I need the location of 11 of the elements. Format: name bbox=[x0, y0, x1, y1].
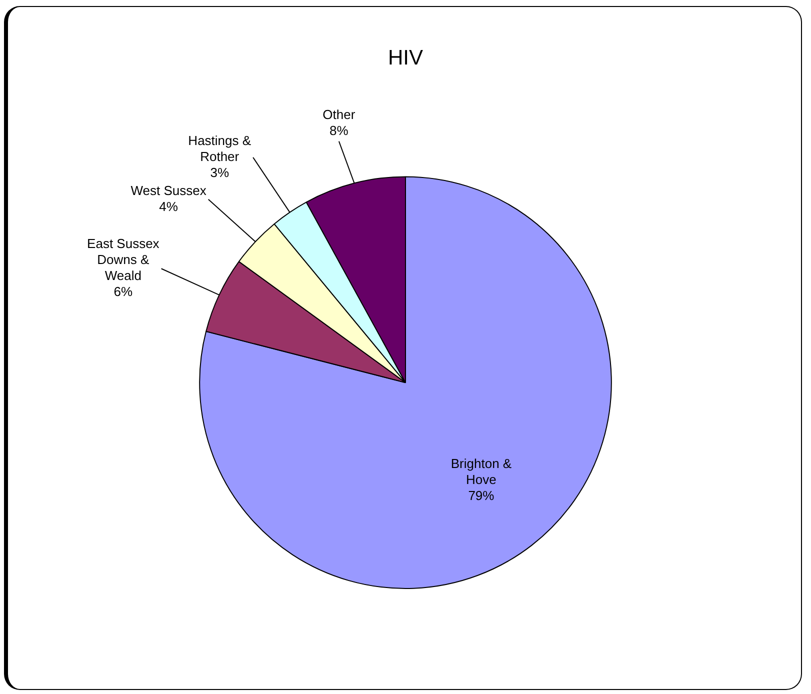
slice-label: Other bbox=[322, 106, 356, 122]
data-label: 4% bbox=[159, 198, 178, 214]
slice-label: Brighton & Hove bbox=[450, 456, 512, 487]
slice-label: Hastings & Rother bbox=[188, 132, 252, 164]
chart-title: HIV bbox=[388, 46, 424, 70]
data-label: 6% bbox=[114, 284, 134, 300]
slice-label: West Sussex bbox=[130, 182, 207, 198]
slice-label: East Sussex Downs & Weald bbox=[87, 236, 160, 284]
data-label: 3% bbox=[210, 164, 230, 180]
data-label: 8% bbox=[330, 122, 349, 138]
data-label: 79% bbox=[468, 488, 495, 503]
